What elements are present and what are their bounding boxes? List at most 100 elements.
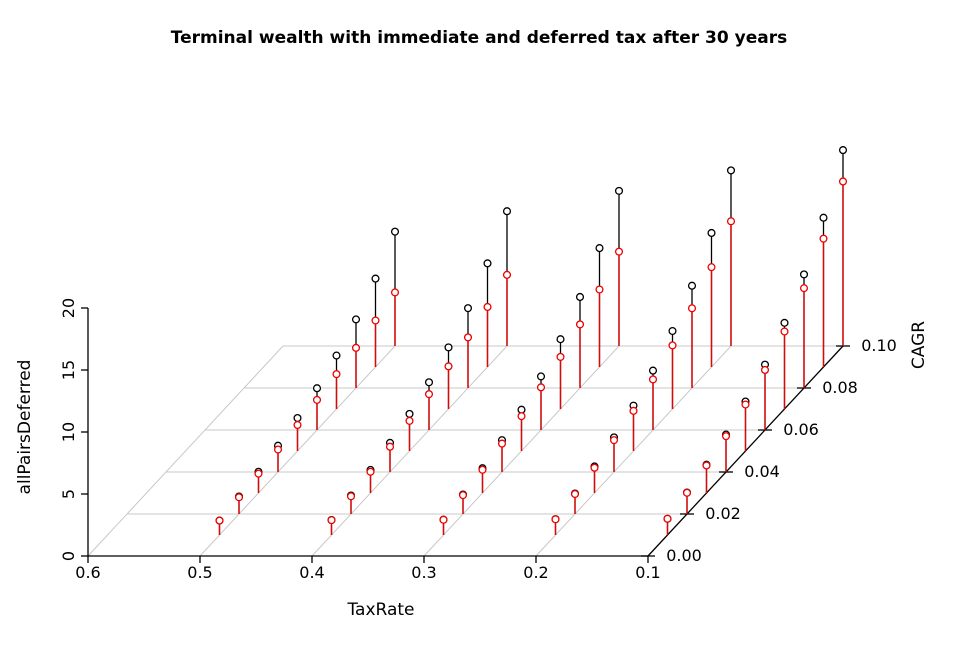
- immediate-point: [702, 461, 711, 470]
- immediate-point: [556, 352, 565, 361]
- immediate-point: [254, 469, 263, 478]
- deferred-point: [726, 166, 736, 175]
- y-tick-label: 0.02: [705, 504, 741, 523]
- immediate-point: [838, 177, 848, 186]
- z-axis-label: allPairsDeferred: [15, 360, 35, 495]
- deferred-point: [819, 213, 828, 222]
- deferred-point: [332, 351, 341, 360]
- y-tick-label: 0.06: [783, 420, 819, 439]
- immediate-point: [351, 343, 361, 352]
- immediate-point: [780, 327, 789, 336]
- immediate-point: [575, 320, 585, 329]
- immediate-point: [648, 375, 658, 384]
- deferred-point: [444, 343, 453, 352]
- immediate-point: [707, 263, 716, 272]
- deferred-point: [707, 228, 716, 238]
- deferred-point: [648, 366, 658, 375]
- deferred-point: [780, 318, 789, 327]
- z-tick-label: 10: [59, 422, 78, 442]
- x-tick-label: 0.1: [635, 563, 660, 582]
- deferred-point: [614, 186, 624, 195]
- deferred-point: [371, 274, 380, 283]
- y-axis-label: CAGR: [909, 321, 929, 369]
- immediate-point: [536, 383, 546, 392]
- immediate-point: [663, 514, 672, 523]
- immediate-point: [609, 436, 619, 445]
- immediate-point: [682, 488, 692, 497]
- deferred-point: [595, 244, 604, 253]
- immediate-point: [760, 365, 770, 375]
- immediate-point: [463, 333, 473, 342]
- deferred-point: [536, 372, 546, 381]
- deferred-point: [502, 207, 512, 216]
- immediate-point: [551, 515, 560, 524]
- grid-lines: [87, 345, 843, 557]
- stems: [215, 146, 848, 535]
- immediate-point: [483, 302, 492, 312]
- immediate-point: [424, 390, 434, 399]
- z-tick-label: 0: [59, 551, 78, 561]
- deferred-point: [799, 270, 809, 279]
- immediate-point: [366, 467, 375, 476]
- deferred-point: [838, 146, 848, 155]
- immediate-point: [405, 416, 414, 425]
- x-axis-label: TaxRate: [346, 600, 414, 620]
- deferred-point: [556, 335, 565, 344]
- immediate-point: [668, 341, 677, 350]
- immediate-point: [687, 304, 697, 313]
- immediate-point: [502, 270, 512, 279]
- immediate-point: [726, 217, 736, 226]
- deferred-point: [463, 304, 473, 313]
- z-tick-labels: 0 5 10 15 20: [59, 298, 78, 561]
- z-tick-label: 20: [59, 298, 78, 318]
- immediate-point: [390, 288, 400, 297]
- x-tick-label: 0.3: [411, 563, 436, 582]
- immediate-point: [293, 420, 302, 430]
- immediate-point: [721, 432, 731, 441]
- deferred-point: [424, 378, 434, 387]
- deferred-point: [405, 409, 414, 418]
- immediate-point: [215, 516, 224, 525]
- deferred-point: [293, 413, 302, 423]
- immediate-point: [629, 406, 638, 415]
- deferred-point: [483, 259, 492, 268]
- immediate-point: [590, 463, 599, 472]
- immediate-point: [444, 362, 453, 371]
- deferred-point: [517, 405, 526, 414]
- immediate-point: [595, 285, 604, 294]
- y-tick-label: 0.08: [822, 378, 858, 397]
- chart-title: Terminal wealth with immediate and defer…: [171, 28, 787, 48]
- immediate-point: [458, 491, 468, 500]
- immediate-point: [741, 400, 750, 409]
- axis-ticks: [81, 307, 850, 563]
- deferred-point: [351, 315, 361, 324]
- immediate-point: [614, 247, 624, 256]
- immediate-point: [439, 515, 448, 524]
- y-tick-label: 0.00: [666, 546, 702, 565]
- immediate-point: [799, 284, 809, 293]
- immediate-point: [234, 493, 244, 502]
- immediate-point: [327, 516, 336, 525]
- deferred-point: [687, 281, 697, 290]
- deferred-point: [312, 384, 322, 393]
- immediate-point: [346, 492, 356, 501]
- immediate-point: [332, 370, 341, 379]
- immediate-point: [478, 465, 487, 474]
- y-tick-label: 0.04: [744, 462, 780, 481]
- immediate-point: [312, 395, 322, 404]
- z-tick-label: 5: [59, 489, 78, 499]
- x-tick-labels: 0.6 0.5 0.4 0.3 0.2 0.1: [75, 563, 660, 582]
- deferred-point: [390, 227, 400, 236]
- deferred-point: [575, 292, 585, 302]
- x-tick-label: 0.5: [187, 563, 212, 582]
- immediate-point: [570, 489, 580, 499]
- z-tick-label: 15: [59, 360, 78, 380]
- deferred-point: [668, 326, 677, 336]
- immediate-point: [371, 316, 380, 325]
- x-tick-label: 0.2: [523, 563, 548, 582]
- immediate-point: [819, 234, 828, 243]
- x-tick-label: 0.6: [75, 563, 100, 582]
- y-tick-labels: 0.00 0.02 0.04 0.06 0.08 0.10: [666, 336, 897, 565]
